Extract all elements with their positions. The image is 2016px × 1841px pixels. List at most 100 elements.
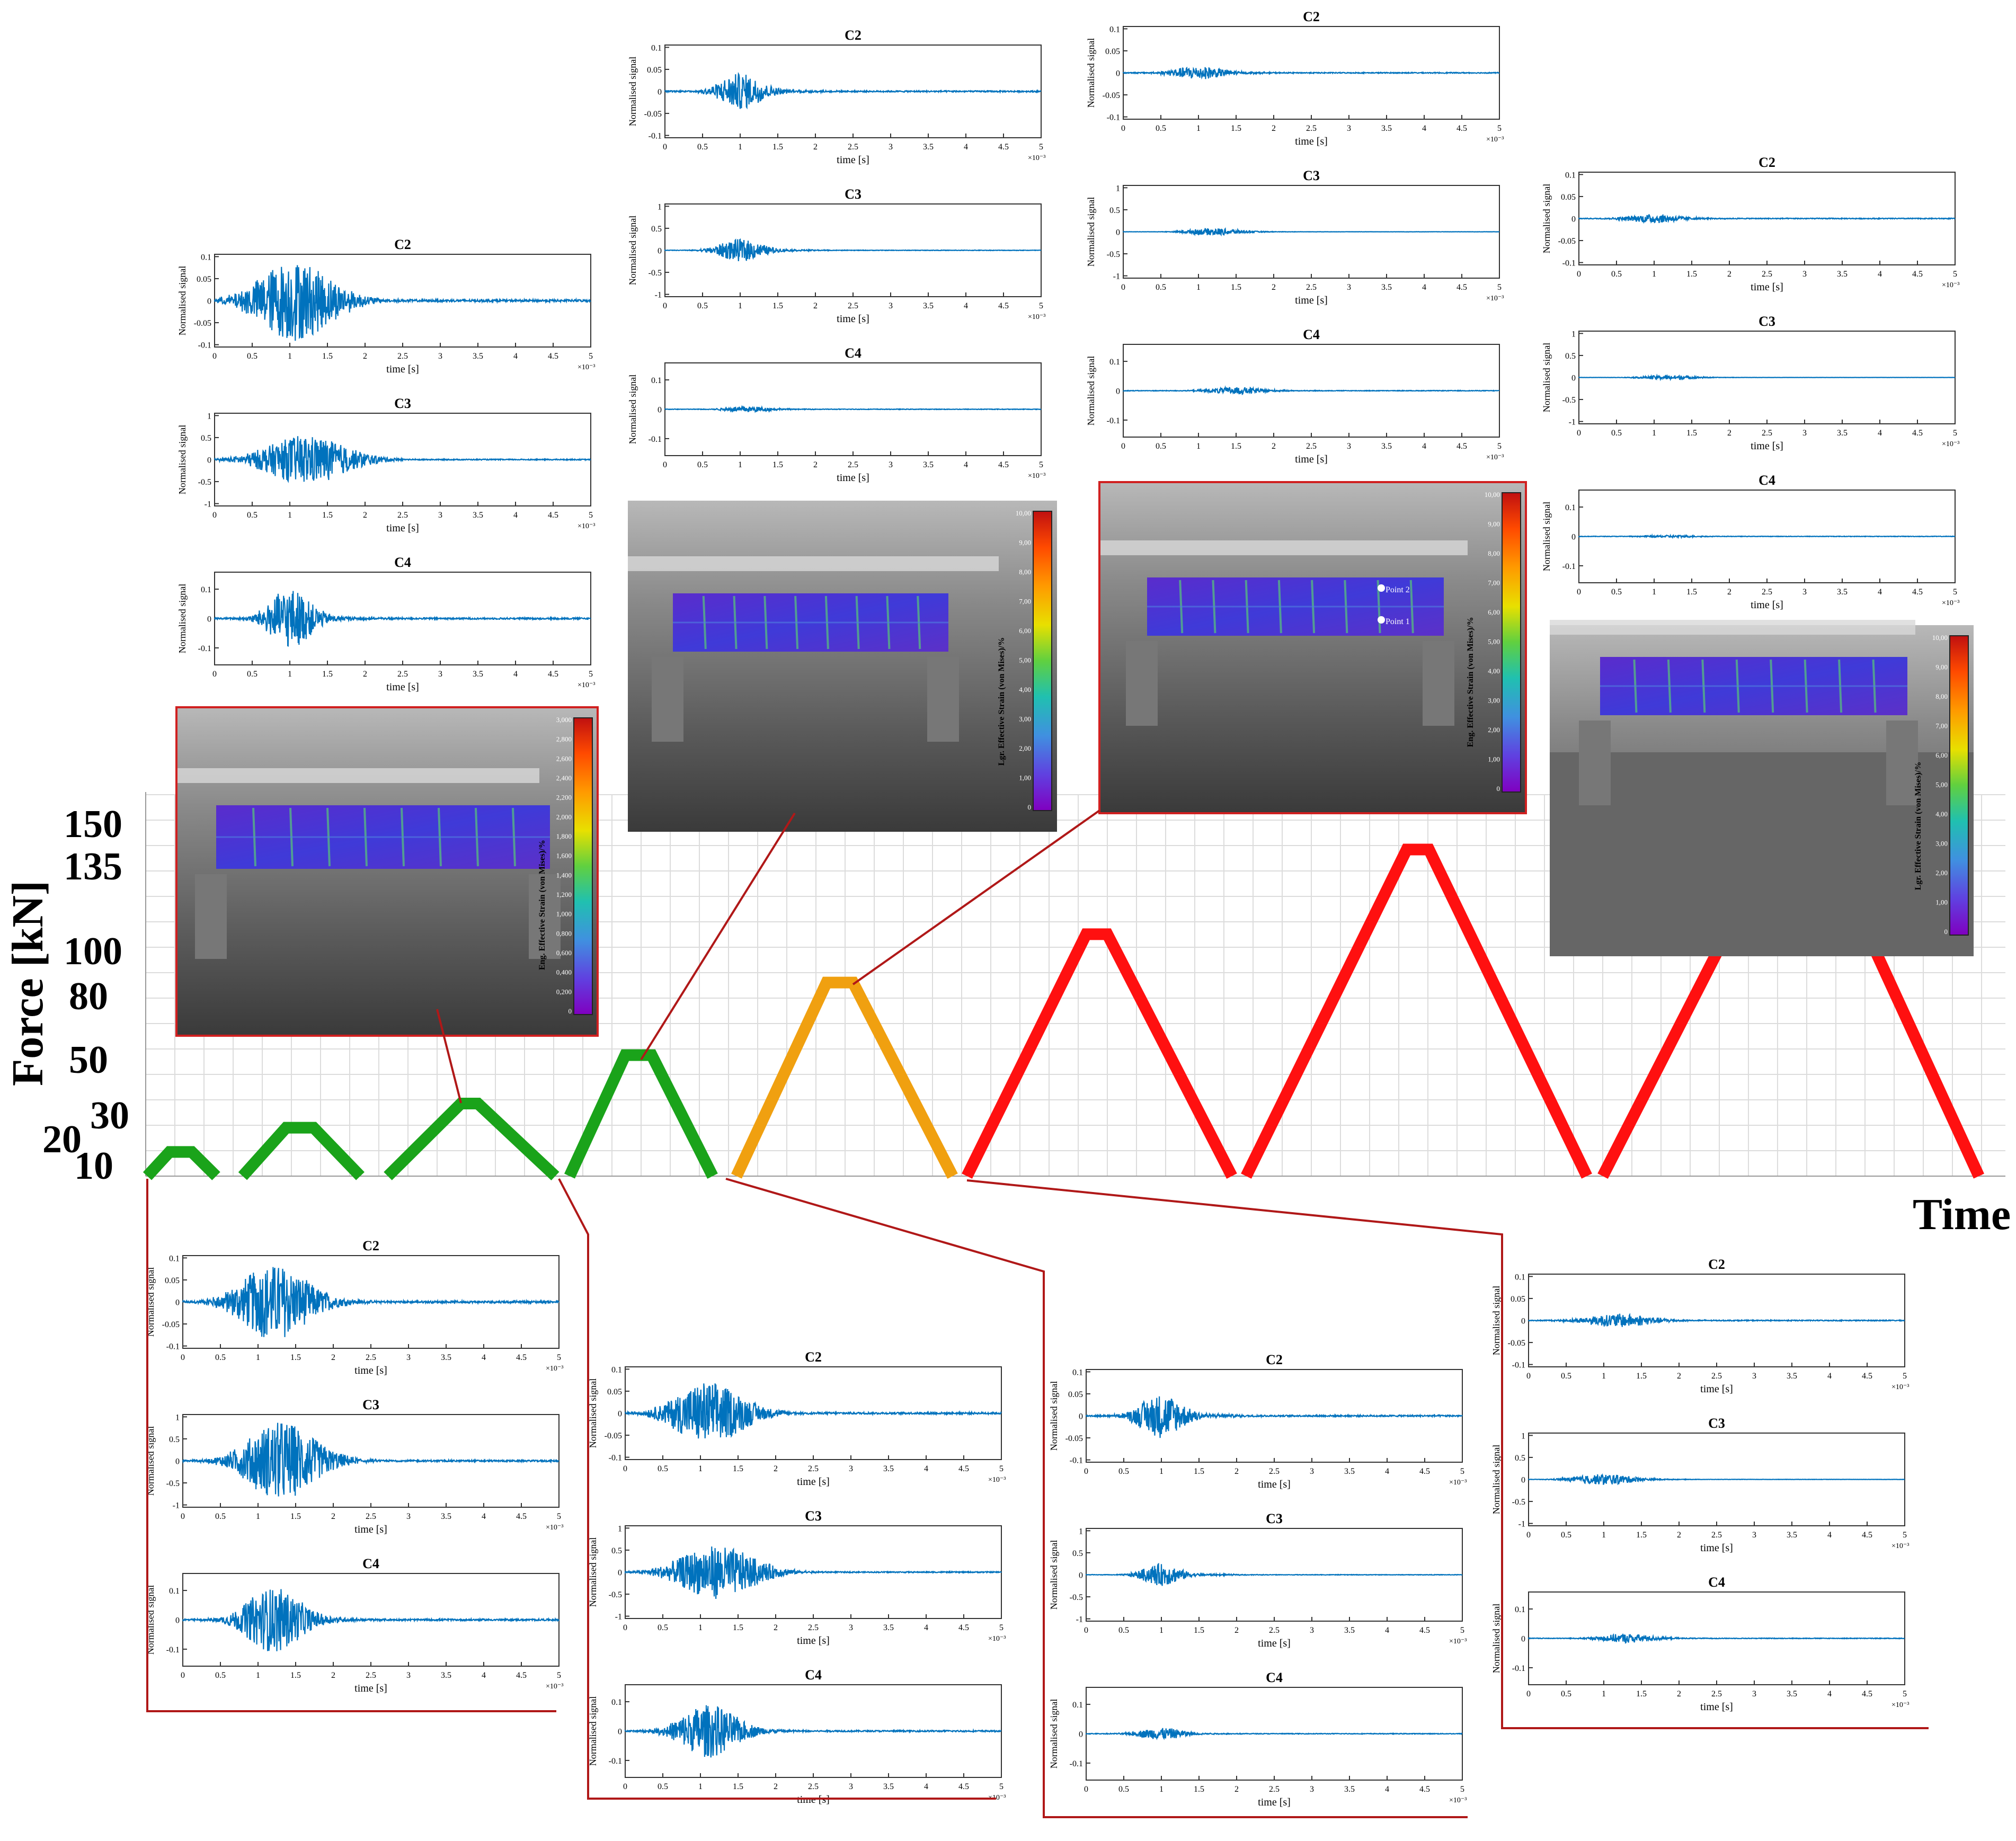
plot-title: C2 bbox=[1759, 155, 1775, 170]
y-tick-label: 0.1 bbox=[1515, 1273, 1525, 1282]
x-tick-label: 1 bbox=[1602, 1531, 1606, 1540]
rig-beam bbox=[1550, 620, 1915, 635]
y-tick-label: 0 bbox=[618, 1728, 622, 1737]
x-tick-label: 2 bbox=[1727, 588, 1731, 597]
rig-support bbox=[1126, 641, 1158, 726]
y-tick-label: -0.1 bbox=[649, 132, 662, 141]
x-tick-label: 5 bbox=[1460, 1785, 1464, 1794]
colorbar-tick: 5,00 bbox=[1935, 781, 1948, 789]
y-tick-label: -0.1 bbox=[609, 1757, 622, 1766]
x-tick-label: 0 bbox=[181, 1512, 185, 1521]
y-tick-label: 0.05 bbox=[647, 66, 662, 75]
x-tick-label: 2.5 bbox=[1762, 429, 1772, 438]
x-tick-label: 5 bbox=[1039, 143, 1043, 152]
y-tick-label: -0.05 bbox=[1508, 1339, 1525, 1348]
y-tick-label: 0.1 bbox=[1109, 358, 1120, 367]
x-tick-label: 5 bbox=[1953, 429, 1957, 438]
y-tick-label: 1 bbox=[618, 1524, 622, 1533]
connector-line bbox=[852, 810, 1100, 985]
x-tick-label: 0.5 bbox=[247, 670, 257, 679]
x-tick-label: 1 bbox=[738, 301, 742, 310]
y-tick-label: -0.1 bbox=[1070, 1456, 1083, 1465]
y-tick-label: 0 bbox=[1079, 1412, 1083, 1421]
signal-trace bbox=[1122, 227, 1500, 237]
colorbar-tick: 9,00 bbox=[1488, 520, 1500, 528]
point-marker bbox=[1378, 584, 1385, 592]
x-tick-label: 4 bbox=[964, 460, 968, 469]
colorbar-tick: 0,200 bbox=[556, 988, 572, 995]
connector-line bbox=[640, 812, 796, 1061]
y-tick-label: -1 bbox=[655, 291, 662, 300]
x-tick-label: 2.5 bbox=[397, 511, 408, 520]
plot-title: C3 bbox=[394, 396, 411, 411]
x-tick-label: 4.5 bbox=[548, 352, 558, 361]
x-tick-label: 2.5 bbox=[1306, 442, 1317, 451]
x-axis-label: time [s] bbox=[386, 363, 419, 375]
y-tick-label: -1 bbox=[1569, 418, 1576, 427]
x-tick-label: 1.5 bbox=[772, 460, 783, 469]
colorbar-tick: 0 bbox=[1944, 928, 1948, 936]
load-cycle-100 bbox=[962, 928, 1237, 1179]
x-tick-label: 0 bbox=[181, 1353, 185, 1362]
y-tick-label: 0.5 bbox=[169, 1435, 180, 1444]
x-tick-label: 2.5 bbox=[1711, 1689, 1722, 1698]
x-tick-label: 4.5 bbox=[1419, 1626, 1430, 1635]
y-tick-label: 0.1 bbox=[201, 253, 211, 262]
colorbar-tick: 9,00 bbox=[1019, 539, 1031, 547]
rig-beam bbox=[1099, 540, 1468, 555]
x-tick-label: 5 bbox=[999, 1623, 1003, 1632]
y-tick-label: -0.1 bbox=[1107, 416, 1120, 425]
colorbar-tick: 1,000 bbox=[556, 910, 572, 918]
y-tick-label: -1 bbox=[615, 1613, 622, 1622]
y-axis-label: Normalised signal bbox=[1049, 1381, 1059, 1451]
x-tick-label: 4 bbox=[924, 1623, 928, 1632]
colorbar-tick: 5,00 bbox=[1019, 656, 1031, 664]
x-tick-label: 1 bbox=[1159, 1785, 1164, 1794]
point-marker bbox=[1378, 616, 1385, 624]
x-tick-label: 5 bbox=[1903, 1531, 1907, 1540]
y-tick-label: 1 bbox=[207, 412, 211, 421]
x-exponent: ×10⁻³ bbox=[1449, 1796, 1467, 1804]
x-tick-label: 4 bbox=[482, 1512, 486, 1521]
x-axis-label: time [s] bbox=[1295, 136, 1328, 147]
rig-support bbox=[927, 657, 959, 742]
x-tick-label: 0 bbox=[1121, 442, 1125, 451]
y-tick-label: -0.5 bbox=[609, 1590, 622, 1599]
rig-support bbox=[652, 657, 683, 742]
x-tick-label: 2.5 bbox=[397, 352, 408, 361]
y-tick-label: 0 bbox=[658, 406, 662, 415]
colorbar-tick: 2,00 bbox=[1019, 744, 1031, 752]
x-tick-label: 1 bbox=[698, 1782, 703, 1791]
x-tick-label: 3 bbox=[1752, 1689, 1756, 1698]
y-tick-label: 0.1 bbox=[1565, 171, 1576, 180]
x-tick-label: 0 bbox=[1121, 124, 1125, 133]
x-tick-label: 3 bbox=[1310, 1785, 1314, 1794]
signal-panel-C2: C20.10.050-0.05-0.10 0.5 1 1.5 2 2.5 3 3.5 4 4.5 5… bbox=[145, 1238, 563, 1376]
x-tick-label: 1 bbox=[1602, 1689, 1606, 1698]
signal-panel-C4: C4 0.1 0 -0.1 0 0.5 1 1.5 2 2.5 3 3.5 4 4.5 5 ×10⁻³ time… bbox=[1541, 473, 1959, 611]
x-tick-label: 0.5 bbox=[215, 1353, 226, 1362]
x-tick-label: 0 bbox=[1526, 1531, 1531, 1540]
x-tick-label: 4 bbox=[1878, 270, 1882, 279]
x-tick-label: 3.5 bbox=[1837, 588, 1848, 597]
y-tick-label: 0 bbox=[207, 297, 211, 306]
x-axis-label: time [s] bbox=[1751, 599, 1783, 611]
y-tick-label: 0.1 bbox=[651, 43, 662, 52]
colorbar-tick: 5,00 bbox=[1488, 638, 1500, 646]
x-tick-label: 3.5 bbox=[883, 1782, 894, 1791]
colorbar-tick: 0 bbox=[1497, 785, 1500, 793]
x-tick-label: 1 bbox=[288, 352, 292, 361]
y-axis-label: Normalised signal bbox=[627, 216, 638, 285]
x-tick-label: 5 bbox=[1497, 283, 1502, 292]
x-tick-label: 4.5 bbox=[548, 511, 558, 520]
y-tick-label: 150 bbox=[64, 803, 122, 846]
y-axis-label: Normalised signal bbox=[177, 425, 188, 494]
y-tick-label: 0.05 bbox=[1511, 1295, 1525, 1304]
x-tick-label: 2 bbox=[1727, 270, 1731, 279]
x-axis-label: time [s] bbox=[1295, 295, 1328, 306]
colorbar-label: Lgr. Effective Strain (von Mises)/% bbox=[1914, 762, 1923, 890]
y-tick-label: -0.05 bbox=[605, 1431, 622, 1440]
y-axis-label: Normalised signal bbox=[1541, 184, 1552, 253]
